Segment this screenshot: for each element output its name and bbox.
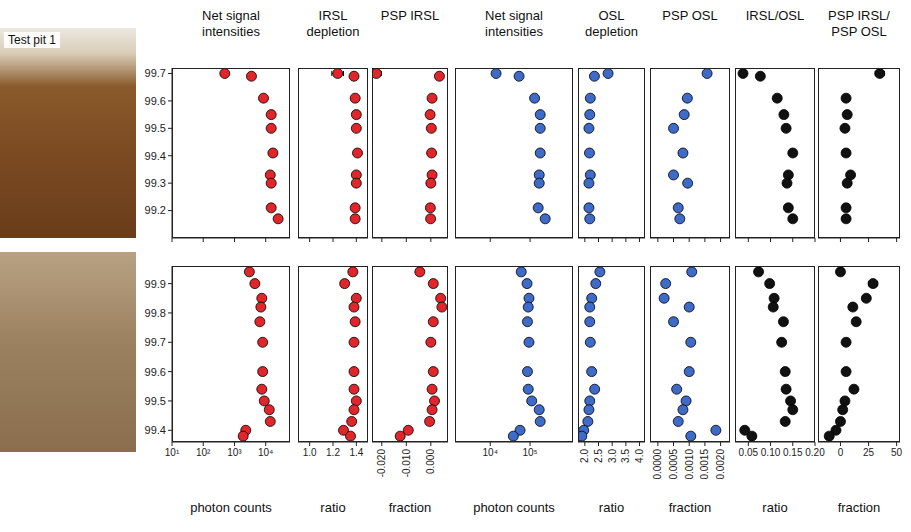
svg-text:10³: 10³: [227, 447, 242, 458]
svg-text:99.7: 99.7: [145, 67, 166, 79]
svg-text:1.2: 1.2: [326, 447, 340, 458]
svg-text:99.3: 99.3: [145, 177, 166, 189]
html-text:IRSL/OSL: IRSL/OSL: [745, 8, 805, 23]
svg-text:99.9: 99.9: [145, 278, 166, 290]
svg-text:99.6: 99.6: [145, 95, 166, 107]
svg-text:99.4: 99.4: [145, 150, 166, 162]
svg-text:99.8: 99.8: [145, 307, 166, 319]
html-text:PSP OSL: PSP OSL: [662, 8, 718, 23]
html-text:OSL depletion: OSL depletion: [585, 8, 638, 39]
svg-text:1.4: 1.4: [349, 447, 363, 458]
svg-text:10⁵: 10⁵: [522, 447, 537, 458]
html-text:PSP IRSL/ PSP OSL: PSP IRSL/ PSP OSL: [828, 8, 890, 39]
svg-text:10²: 10²: [196, 447, 211, 458]
svg-text:0.15: 0.15: [783, 447, 803, 458]
html-text:ratio: ratio: [320, 500, 346, 515]
svg-text:0.000: 0.000: [425, 449, 436, 474]
svg-text:0.0010: 0.0010: [684, 449, 695, 480]
svg-text:99.5: 99.5: [145, 395, 166, 407]
svg-text:3.0: 3.0: [607, 449, 618, 463]
html-text:fraction: fraction: [668, 500, 712, 515]
svg-text:1.0: 1.0: [303, 447, 317, 458]
svg-text:0.0020: 0.0020: [715, 449, 726, 480]
html-text:photon counts: photon counts: [473, 500, 555, 515]
svg-text:0.0015: 0.0015: [699, 449, 710, 480]
svg-text:0.10: 0.10: [761, 447, 781, 458]
html-text:PSP IRSL: PSP IRSL: [380, 8, 440, 23]
html-text:ratio: ratio: [598, 500, 625, 515]
html-text:fraction: fraction: [837, 500, 881, 515]
svg-text:0: 0: [838, 447, 844, 458]
html-text:fraction: fraction: [388, 500, 432, 515]
html-text:Net signal intensities: Net signal intensities: [485, 8, 543, 39]
svg-text:99.5: 99.5: [145, 122, 166, 134]
svg-text:-0.010: -0.010: [401, 449, 412, 478]
svg-text:10¹: 10¹: [165, 447, 180, 458]
svg-text:0.0000: 0.0000: [652, 449, 663, 480]
svg-text:25: 25: [863, 447, 875, 458]
svg-text:4.0: 4.0: [634, 449, 645, 463]
html-text:ratio: ratio: [762, 500, 788, 515]
svg-text:2.5: 2.5: [593, 449, 604, 463]
html-text:Test pit 1: Test pit 1: [8, 33, 56, 47]
svg-text:50: 50: [891, 447, 903, 458]
svg-text:0.0005: 0.0005: [668, 449, 679, 480]
svg-text:99.4: 99.4: [145, 424, 166, 436]
svg-text:10⁴: 10⁴: [483, 447, 498, 458]
svg-text:-0.020: -0.020: [376, 449, 387, 478]
svg-text:10⁴: 10⁴: [258, 447, 273, 458]
svg-text:99.6: 99.6: [145, 366, 166, 378]
svg-text:2.0: 2.0: [579, 449, 590, 463]
html-text:Net signal intensities: Net signal intensities: [202, 8, 260, 39]
html-text:photon counts: photon counts: [190, 500, 272, 515]
html-text:IRSL depletion: IRSL depletion: [306, 8, 360, 39]
svg-text:0.05: 0.05: [739, 447, 759, 458]
svg-text:99.7: 99.7: [145, 336, 166, 348]
svg-text:0.20: 0.20: [805, 447, 825, 458]
svg-text:99.2: 99.2: [145, 204, 166, 216]
svg-text:3.5: 3.5: [620, 449, 631, 463]
